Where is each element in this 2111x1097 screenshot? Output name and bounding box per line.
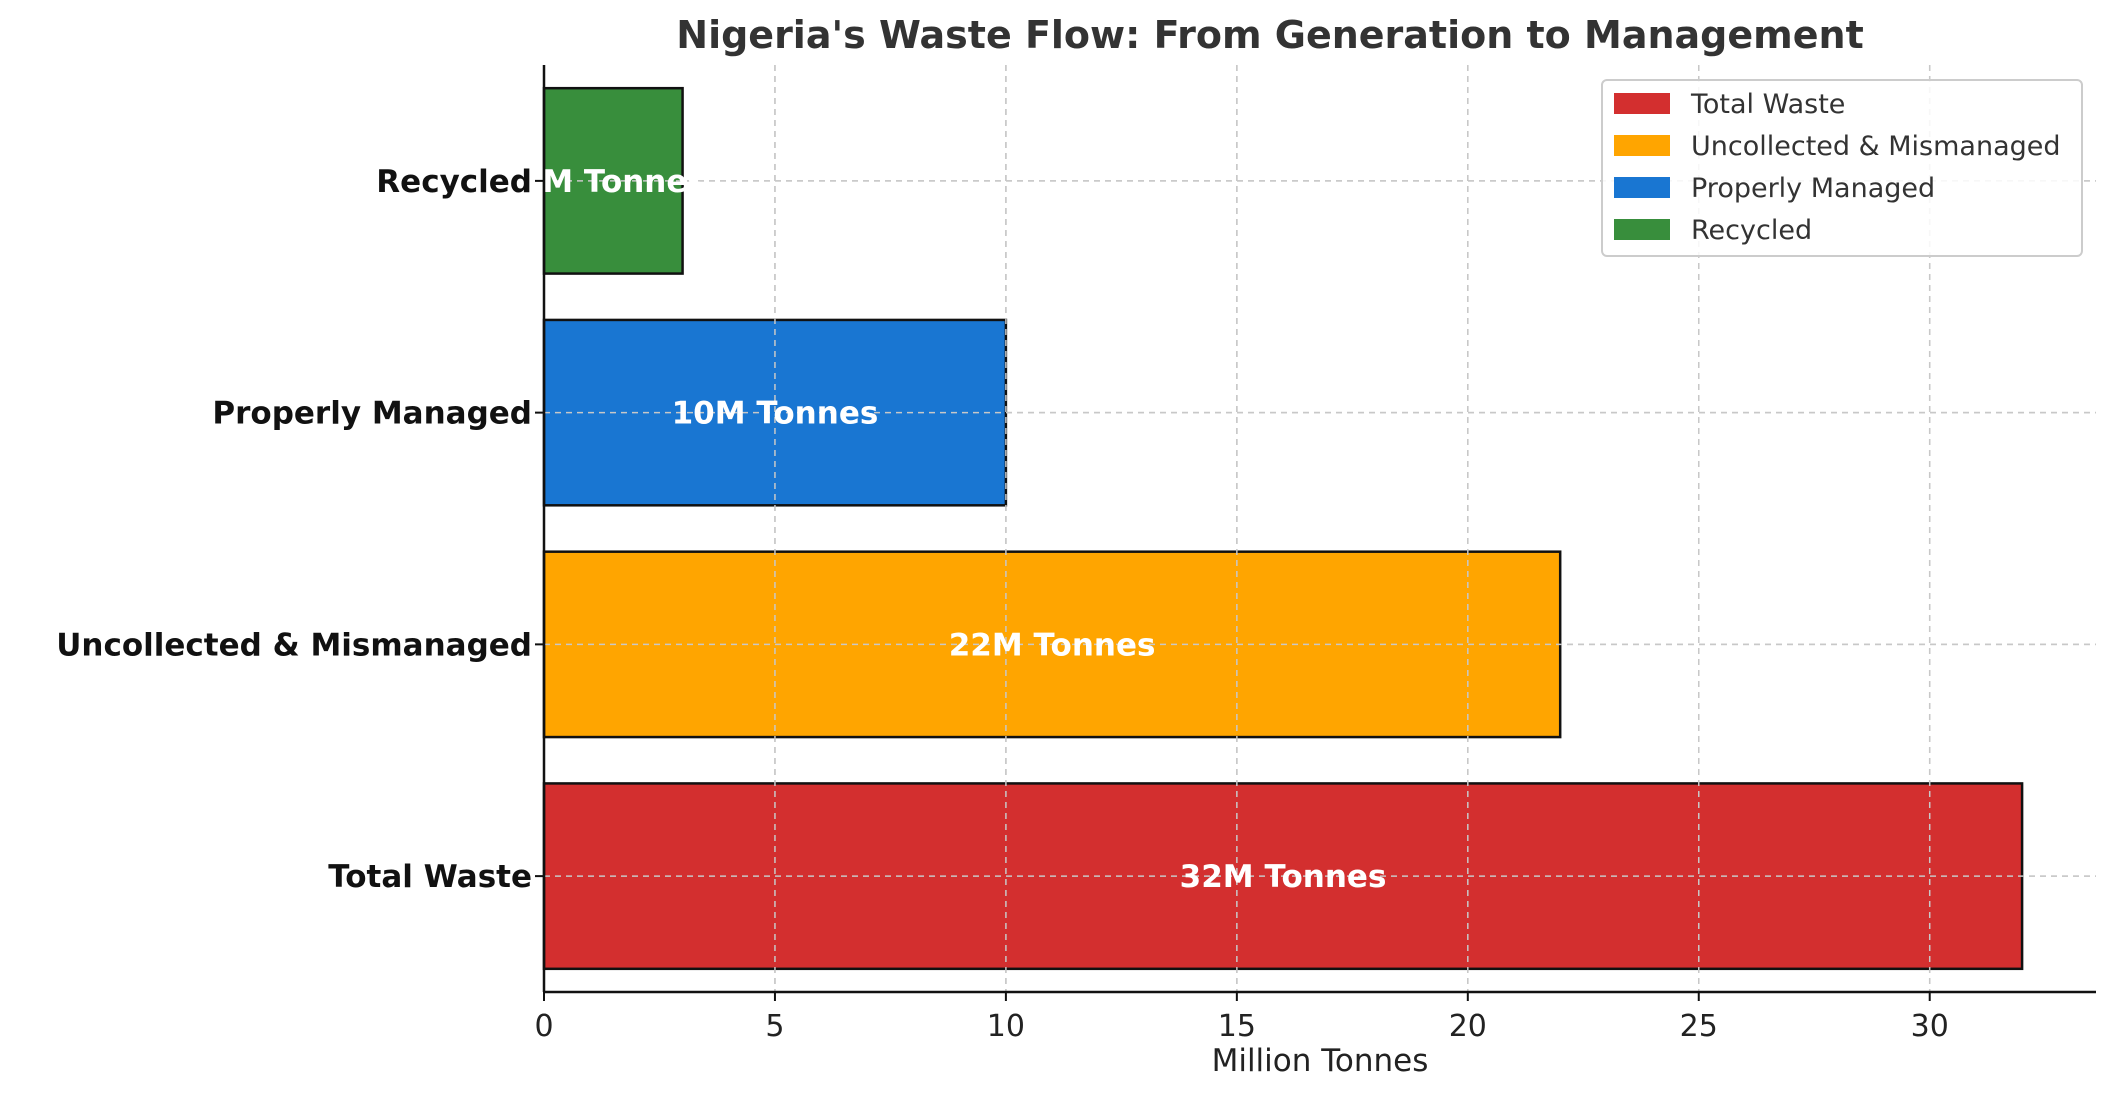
legend-swatch-uncollected-and-mismanaged [1614,135,1670,156]
bar-value-label-total-waste: 32M Tonnes [1180,859,1387,895]
chart-title: Nigeria's Waste Flow: From Generation to… [676,13,1863,57]
x-axis-label: Million Tonnes [1212,1043,1429,1079]
x-tick-label-25: 25 [1680,1009,1718,1044]
x-tick-label-30: 30 [1911,1009,1949,1044]
category-label-uncollected-and-mismanaged: Uncollected & Mismanaged [56,627,532,663]
legend-label-recycled: Recycled [1691,215,1812,246]
bar-value-labels: 32M Tonnes 22M Tonnes 10M Tonnes 3M Tonnes [521,164,1387,895]
category-label-total-waste: Total Waste [328,859,532,895]
legend: Total Waste Uncollected & Mismanaged Prope… [1601,79,2083,257]
x-tick-label-0: 0 [534,1009,553,1044]
category-label-recycled: Recycled [376,164,532,200]
legend-label-properly-managed: Properly Managed [1691,173,1935,204]
bar-value-label-uncollected-and-mismanaged: 22M Tonnes [949,627,1156,663]
legend-label-total-waste: Total Waste [1690,89,1845,120]
legend-label-uncollected-and-mismanaged: Uncollected & Mismanaged [1691,131,2061,162]
x-axis-ticks: 0 5 10 15 20 25 30 [534,992,1949,1044]
x-tick-label-5: 5 [765,1009,784,1044]
category-label-properly-managed: Properly Managed [212,396,532,432]
bar-value-label-properly-managed: 10M Tonnes [672,396,879,432]
legend-swatch-recycled [1614,219,1670,240]
bar-value-label-recycled: 3M Tonnes [521,164,706,200]
legend-swatch-total-waste [1614,93,1670,114]
x-tick-label-10: 10 [987,1009,1025,1044]
legend-swatch-properly-managed [1614,177,1670,198]
legend-frame [1601,79,2083,257]
x-tick-label-15: 15 [1218,1009,1256,1044]
category-labels: Total Waste Uncollected & Mismanaged Prope… [56,164,544,895]
x-tick-label-20: 20 [1449,1009,1487,1044]
